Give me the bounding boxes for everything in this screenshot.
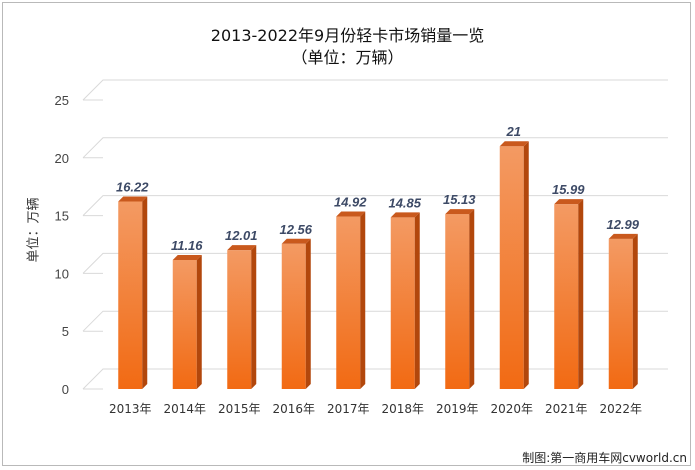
x-category-label: 2013年 bbox=[109, 402, 152, 416]
bar-cap bbox=[499, 141, 529, 147]
bar bbox=[554, 204, 579, 389]
y-tick-label: 20 bbox=[55, 151, 69, 166]
y-tick-label: 10 bbox=[55, 266, 69, 281]
bar bbox=[608, 238, 633, 389]
x-category-label: 2014年 bbox=[163, 402, 206, 416]
bar bbox=[336, 216, 361, 389]
data-labels: 16.22 11.16 12.01 12.56 14.92 14.85 15.13 21 15.… bbox=[116, 124, 640, 253]
data-label: 15.13 bbox=[443, 192, 476, 207]
x-category-label: 2018年 bbox=[381, 402, 424, 416]
bar bbox=[227, 250, 252, 389]
bar-side bbox=[360, 211, 366, 389]
data-label: 14.85 bbox=[388, 195, 421, 210]
data-label: 12.99 bbox=[606, 217, 639, 232]
gridline bbox=[82, 310, 668, 332]
bar-side bbox=[469, 209, 475, 389]
x-category-label: 2021年 bbox=[545, 402, 588, 416]
x-category-label: 2020年 bbox=[490, 402, 533, 416]
gridline bbox=[82, 195, 668, 216]
bar-cap bbox=[227, 245, 257, 251]
gridline bbox=[82, 252, 668, 274]
y-axis-ticks: 0 5 10 15 20 25 bbox=[55, 93, 69, 397]
data-label: 16.22 bbox=[116, 179, 149, 194]
source-credit: 制图:第一商用车网cvworld.cn bbox=[522, 451, 687, 465]
y-tick-label: 25 bbox=[55, 93, 69, 108]
bar-side bbox=[251, 245, 257, 389]
bar-side bbox=[414, 212, 420, 389]
chart-title: 2013-2022年9月份轻卡市场销量一览 bbox=[210, 26, 485, 45]
gridline bbox=[82, 368, 668, 390]
bar-cap bbox=[118, 196, 148, 202]
bar-cap bbox=[390, 212, 420, 218]
gridline bbox=[82, 79, 668, 101]
bar bbox=[390, 217, 415, 389]
bar bbox=[172, 259, 197, 389]
data-label: 14.92 bbox=[334, 195, 367, 210]
bar-cap bbox=[554, 199, 584, 205]
y-tick-label: 15 bbox=[55, 209, 69, 224]
bar-side bbox=[142, 196, 148, 389]
bar bbox=[118, 201, 143, 389]
chart-subtitle: （单位：万辆） bbox=[291, 48, 404, 67]
bar-side bbox=[196, 254, 202, 389]
data-label: 12.01 bbox=[225, 228, 258, 243]
bar-cap bbox=[172, 254, 202, 260]
bar-cap bbox=[445, 209, 475, 215]
bar-cap bbox=[281, 238, 311, 244]
bar bbox=[281, 243, 306, 389]
bar-side bbox=[523, 141, 529, 389]
x-axis-categories: 2013年 2014年 2015年 2016年 2017年 2018年 2019年 2020年… bbox=[109, 402, 642, 416]
data-label: 15.99 bbox=[552, 182, 585, 197]
gridlines bbox=[82, 79, 668, 390]
bar-side bbox=[632, 233, 638, 389]
x-category-label: 2022年 bbox=[599, 402, 642, 416]
bar-cap bbox=[336, 211, 366, 217]
bars bbox=[118, 141, 638, 389]
data-label: 12.56 bbox=[279, 222, 312, 237]
x-category-label: 2017年 bbox=[327, 402, 370, 416]
gridline bbox=[82, 137, 668, 159]
data-label: 21 bbox=[506, 124, 521, 139]
x-category-label: 2015年 bbox=[218, 402, 261, 416]
x-category-label: 2016年 bbox=[272, 402, 315, 416]
x-category-label: 2019年 bbox=[436, 402, 479, 416]
y-tick-label: 0 bbox=[62, 382, 69, 397]
bar-side bbox=[578, 199, 584, 389]
bar bbox=[445, 214, 470, 389]
y-tick-label: 5 bbox=[62, 324, 69, 339]
bar-cap bbox=[608, 233, 638, 239]
bar-side bbox=[305, 238, 311, 389]
data-label: 11.16 bbox=[171, 238, 203, 253]
bar bbox=[499, 146, 524, 389]
